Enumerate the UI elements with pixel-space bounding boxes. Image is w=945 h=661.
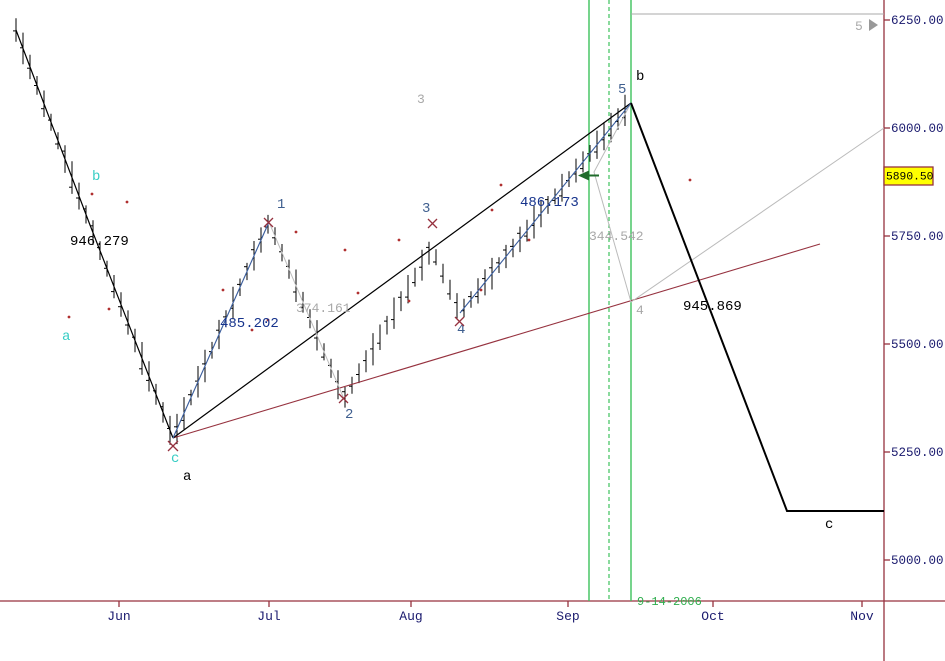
svg-text:9-14-2006: 9-14-2006 [637, 595, 702, 609]
svg-text:946.279: 946.279 [70, 234, 129, 250]
svg-text:Jul: Jul [257, 609, 281, 624]
svg-text:5750.00: 5750.00 [891, 230, 944, 244]
svg-text:Nov: Nov [850, 609, 874, 624]
svg-text:4: 4 [457, 322, 465, 338]
svg-text:6250.00: 6250.00 [891, 14, 944, 28]
svg-text:b: b [636, 69, 644, 85]
svg-text:4: 4 [636, 303, 644, 318]
svg-text:c: c [825, 517, 833, 533]
svg-text:6000.00: 6000.00 [891, 122, 944, 136]
svg-text:3: 3 [417, 92, 425, 107]
svg-text:a: a [62, 329, 70, 345]
svg-text:486.173: 486.173 [520, 195, 579, 211]
svg-text:485.202: 485.202 [220, 316, 279, 332]
svg-text:5250.00: 5250.00 [891, 446, 944, 460]
svg-text:5500.00: 5500.00 [891, 338, 944, 352]
svg-text:a: a [183, 469, 191, 485]
svg-text:Aug: Aug [399, 609, 422, 624]
svg-text:5890.50: 5890.50 [886, 172, 934, 184]
svg-text:Jun: Jun [107, 609, 130, 624]
svg-text:c: c [171, 451, 179, 467]
svg-text:5: 5 [618, 82, 626, 98]
svg-text:945.869: 945.869 [683, 299, 742, 315]
svg-text:5: 5 [855, 19, 863, 34]
svg-text:3: 3 [422, 201, 430, 217]
svg-text:5000.00: 5000.00 [891, 554, 944, 568]
svg-text:374.161: 374.161 [296, 301, 351, 316]
svg-text:b: b [92, 169, 100, 185]
svg-text:1: 1 [277, 197, 285, 213]
svg-text:344.542: 344.542 [589, 229, 644, 244]
svg-text:2: 2 [345, 407, 353, 423]
svg-text:Oct: Oct [701, 609, 724, 624]
svg-text:Sep: Sep [556, 609, 579, 624]
